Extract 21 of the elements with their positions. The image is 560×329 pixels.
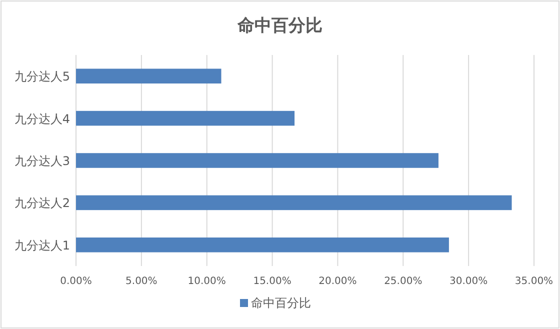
x-tick-label: 5.00% (126, 276, 158, 287)
chart-title: 命中百分比 (236, 16, 322, 36)
x-tick-label: 20.00% (318, 276, 357, 287)
bar (76, 110, 295, 126)
y-tick-label: 九分达人4 (14, 112, 70, 126)
legend: 命中百分比 (240, 296, 311, 310)
x-tick-label: 35.00% (514, 276, 554, 287)
x-tick-label: 10.00% (188, 276, 226, 287)
legend-label: 命中百分比 (251, 296, 311, 310)
bar (76, 68, 222, 84)
x-tick-label: 25.00% (384, 276, 422, 287)
y-tick-label: 九分达人3 (14, 154, 70, 168)
x-tick-label: 30.00% (450, 276, 488, 287)
bar (76, 238, 449, 252)
y-tick-label: 九分达人5 (14, 70, 70, 84)
y-tick-label: 九分达人1 (14, 238, 70, 252)
y-tick-label: 九分达人2 (14, 196, 70, 210)
x-tick-label: 0.00% (60, 276, 92, 287)
bar (76, 195, 512, 210)
x-tick-label: 15.00% (253, 276, 292, 287)
bar (76, 153, 438, 168)
